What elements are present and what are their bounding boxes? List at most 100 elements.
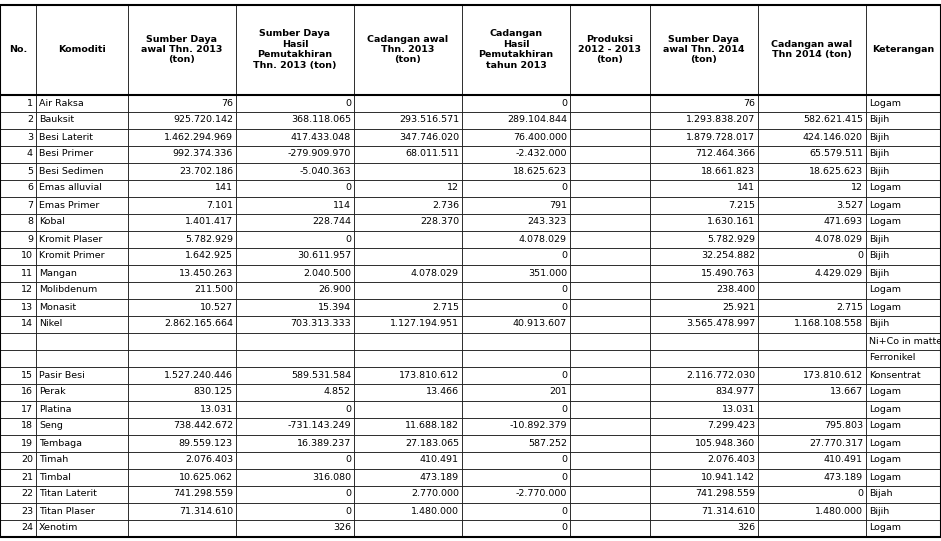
Bar bbox=[36, 384, 128, 400]
Bar bbox=[236, 162, 354, 180]
Text: 173.810.612: 173.810.612 bbox=[803, 371, 863, 379]
Text: 16.389.237: 16.389.237 bbox=[296, 439, 351, 447]
Bar bbox=[570, 503, 650, 519]
Bar bbox=[354, 162, 462, 180]
Bar bbox=[36, 180, 128, 196]
Bar bbox=[866, 247, 941, 265]
Bar bbox=[758, 366, 866, 384]
Bar bbox=[0, 503, 36, 519]
Text: 791: 791 bbox=[549, 201, 567, 209]
Bar bbox=[236, 230, 354, 247]
Text: 0: 0 bbox=[345, 234, 351, 243]
Text: 0: 0 bbox=[561, 524, 567, 532]
Text: Pasir Besi: Pasir Besi bbox=[39, 371, 85, 379]
Bar bbox=[236, 366, 354, 384]
Bar bbox=[650, 452, 758, 469]
Text: 243.323: 243.323 bbox=[528, 217, 567, 227]
Bar bbox=[236, 400, 354, 418]
Bar bbox=[650, 434, 758, 452]
Text: 587.252: 587.252 bbox=[528, 439, 567, 447]
Bar bbox=[128, 418, 236, 434]
Bar bbox=[758, 4, 866, 95]
Bar bbox=[462, 162, 570, 180]
Bar bbox=[650, 333, 758, 349]
Text: 18.625.623: 18.625.623 bbox=[513, 167, 567, 175]
Bar bbox=[0, 366, 36, 384]
Bar bbox=[866, 400, 941, 418]
Text: Xenotim: Xenotim bbox=[39, 524, 78, 532]
Bar bbox=[570, 315, 650, 333]
Bar bbox=[236, 146, 354, 162]
Bar bbox=[354, 265, 462, 281]
Bar bbox=[236, 281, 354, 299]
Bar bbox=[36, 519, 128, 537]
Bar bbox=[354, 485, 462, 503]
Bar bbox=[0, 4, 36, 95]
Bar bbox=[866, 519, 941, 537]
Text: Logam: Logam bbox=[869, 439, 901, 447]
Bar bbox=[0, 146, 36, 162]
Bar bbox=[128, 111, 236, 129]
Bar bbox=[354, 281, 462, 299]
Bar bbox=[650, 230, 758, 247]
Bar bbox=[236, 4, 354, 95]
Bar bbox=[236, 180, 354, 196]
Bar bbox=[462, 503, 570, 519]
Bar bbox=[354, 384, 462, 400]
Text: 473.189: 473.189 bbox=[824, 472, 863, 481]
Bar bbox=[128, 129, 236, 146]
Bar bbox=[0, 281, 36, 299]
Bar bbox=[650, 265, 758, 281]
Text: 25.921: 25.921 bbox=[722, 302, 755, 312]
Text: 795.803: 795.803 bbox=[824, 421, 863, 431]
Text: 1.401.417: 1.401.417 bbox=[185, 217, 233, 227]
Bar bbox=[650, 247, 758, 265]
Text: 76: 76 bbox=[743, 98, 755, 108]
Bar bbox=[128, 519, 236, 537]
Text: 13: 13 bbox=[21, 302, 33, 312]
Text: Logam: Logam bbox=[869, 387, 901, 397]
Text: 7.299.423: 7.299.423 bbox=[707, 421, 755, 431]
Text: 14: 14 bbox=[21, 320, 33, 328]
Text: 23: 23 bbox=[21, 506, 33, 516]
Text: 0: 0 bbox=[345, 405, 351, 413]
Bar bbox=[570, 400, 650, 418]
Bar bbox=[0, 384, 36, 400]
Bar bbox=[0, 418, 36, 434]
Text: 10: 10 bbox=[21, 252, 33, 261]
Text: 18: 18 bbox=[21, 421, 33, 431]
Bar bbox=[128, 485, 236, 503]
Text: Emas Primer: Emas Primer bbox=[39, 201, 100, 209]
Text: 1.462.294.969: 1.462.294.969 bbox=[164, 133, 233, 142]
Text: 76.400.000: 76.400.000 bbox=[513, 133, 567, 142]
Bar bbox=[236, 452, 354, 469]
Bar bbox=[758, 384, 866, 400]
Text: Sumber Daya
Hasil
Pemutakhiran
Thn. 2013 (ton): Sumber Daya Hasil Pemutakhiran Thn. 2013… bbox=[253, 29, 337, 70]
Bar bbox=[650, 519, 758, 537]
Bar bbox=[866, 299, 941, 315]
Text: Logam: Logam bbox=[869, 217, 901, 227]
Text: 741.298.559: 741.298.559 bbox=[173, 490, 233, 498]
Bar bbox=[866, 281, 941, 299]
Bar bbox=[0, 247, 36, 265]
Text: 228.744: 228.744 bbox=[312, 217, 351, 227]
Bar bbox=[758, 400, 866, 418]
Bar bbox=[354, 400, 462, 418]
Text: Bijih: Bijih bbox=[869, 149, 889, 159]
Text: Bijih: Bijih bbox=[869, 506, 889, 516]
Bar bbox=[462, 434, 570, 452]
Text: Kromit Primer: Kromit Primer bbox=[39, 252, 104, 261]
Bar bbox=[462, 281, 570, 299]
Text: 5.782.929: 5.782.929 bbox=[185, 234, 233, 243]
Bar bbox=[866, 4, 941, 95]
Bar bbox=[650, 384, 758, 400]
Text: Platina: Platina bbox=[39, 405, 72, 413]
Text: Seng: Seng bbox=[39, 421, 63, 431]
Bar bbox=[0, 485, 36, 503]
Bar bbox=[462, 247, 570, 265]
Text: Nikel: Nikel bbox=[39, 320, 62, 328]
Bar bbox=[650, 111, 758, 129]
Bar bbox=[128, 299, 236, 315]
Bar bbox=[570, 519, 650, 537]
Bar bbox=[570, 4, 650, 95]
